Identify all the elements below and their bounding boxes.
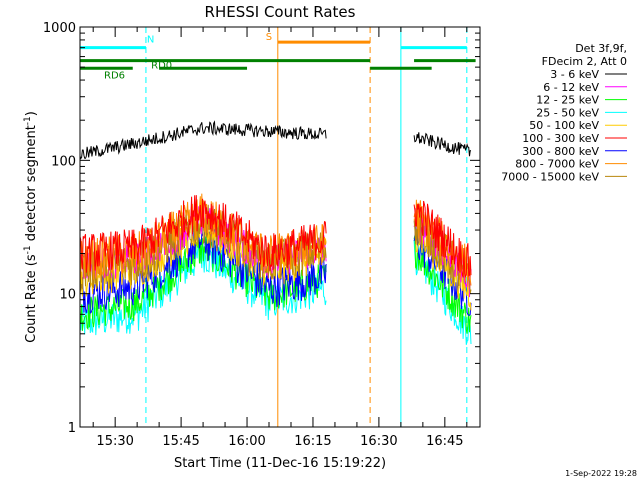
legend-label: 100 - 300 keV bbox=[522, 132, 599, 145]
chart-title: RHESSI Count Rates bbox=[205, 3, 356, 21]
time-markers bbox=[79, 27, 468, 427]
x-tick-label: 16:30 bbox=[360, 434, 397, 449]
x-tick-label: 15:30 bbox=[96, 434, 133, 449]
legend-label: 12 - 25 keV bbox=[536, 94, 599, 107]
flag-label: S bbox=[266, 32, 272, 43]
legend-label: 300 - 800 keV bbox=[522, 145, 599, 158]
legend-label: 800 - 7000 keV bbox=[515, 158, 599, 171]
x-axis-label: Start Time (11-Dec-16 15:19:22) bbox=[174, 456, 386, 471]
y-tick-label: 1 bbox=[68, 421, 76, 436]
legend-header: Det 3f,9f, bbox=[575, 42, 627, 55]
x-tick-label: 15:45 bbox=[162, 434, 199, 449]
plot-frame bbox=[79, 26, 481, 428]
y-tick-label: 1000 bbox=[43, 21, 76, 36]
legend-label: 25 - 50 keV bbox=[536, 106, 599, 119]
y-axis-label: Count Rate (s-1 detector segment-1) bbox=[23, 111, 39, 343]
series-line bbox=[413, 207, 472, 298]
flag-label: RD6 bbox=[104, 70, 125, 81]
x-tick-label: 16:15 bbox=[294, 434, 331, 449]
legend-label: 6 - 12 keV bbox=[543, 81, 599, 94]
y-axis: 1 10 100 1000 bbox=[43, 21, 480, 436]
flag-label: N bbox=[147, 35, 154, 46]
y-tick-label: 10 bbox=[59, 288, 76, 303]
series-line bbox=[413, 132, 472, 157]
legend-label: 3 - 6 keV bbox=[550, 68, 599, 81]
x-tick-label: 16:45 bbox=[426, 434, 463, 449]
series-line bbox=[79, 120, 327, 160]
flag-label: RD0 bbox=[151, 61, 172, 72]
x-axis: 15:30 15:45 16:00 16:15 16:30 16:45 bbox=[92, 27, 468, 449]
footer-date: 1-Sep-2022 19:28 bbox=[565, 469, 637, 478]
x-tick-label: 16:00 bbox=[228, 434, 265, 449]
series-line bbox=[79, 195, 327, 273]
legend-header: FDecim 2, Att 0 bbox=[542, 55, 627, 68]
legend-label: 50 - 100 keV bbox=[529, 119, 599, 132]
y-tick-label: 100 bbox=[51, 154, 76, 169]
legend-label: 7000 - 15000 keV bbox=[501, 170, 599, 183]
series-line bbox=[413, 200, 472, 278]
series-lines bbox=[79, 120, 472, 345]
flag-bars: N S RD0 RD6 bbox=[80, 32, 476, 81]
